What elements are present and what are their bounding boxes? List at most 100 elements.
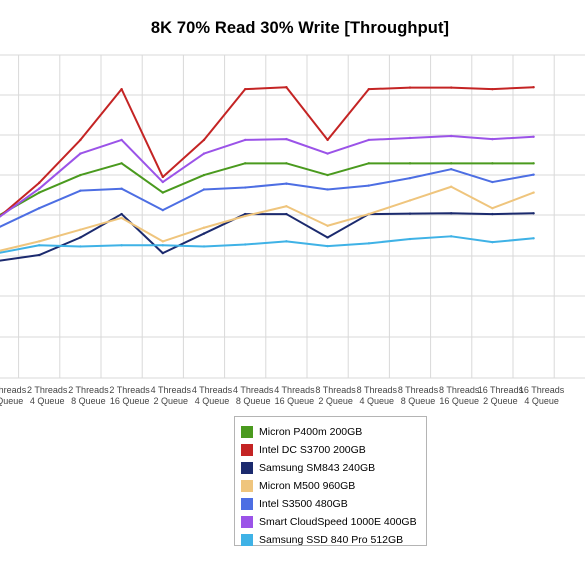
x-tick-label: 16 Threads 2 Queue: [478, 385, 524, 406]
x-tick-label: 4 Threads 4 Queue: [192, 385, 233, 406]
data-point-micron-m500-960gb: [532, 191, 535, 194]
data-point-samsung-sm843-240gb: [285, 212, 288, 216]
data-point-samsung-ssd-840-pro-512gb: [408, 237, 412, 241]
data-point-intel-s3500-480gb: [38, 207, 41, 210]
data-point-intel-s3500-480gb: [120, 187, 123, 190]
data-point-micron-p400m-200gb: [161, 191, 164, 194]
legend-label: Smart CloudSpeed 1000E 400GB: [259, 516, 417, 528]
data-point-intel-s3500-480gb: [326, 188, 329, 191]
legend-item-intel-s3500-480gb: Intel S3500 480GB: [241, 495, 426, 513]
legend-swatch: [241, 534, 253, 546]
x-tick-label: 16 Threads 4 Queue: [519, 385, 565, 406]
legend-item-samsung-ssd-840-pro-512gb: Samsung SSD 840 Pro 512GB: [241, 531, 426, 549]
data-point-intel-dc-s3700-200gb: [532, 86, 535, 89]
legend-label: Intel S3500 480GB: [259, 498, 348, 510]
data-point-intel-s3500-480gb: [532, 173, 535, 176]
x-tick-label: 2 Threads 16 Queue: [109, 385, 150, 406]
data-point-smart-cloudspeed-1000e-400gb: [202, 152, 206, 155]
data-point-samsung-ssd-840-pro-512gb: [38, 244, 41, 247]
x-tick-label: 2 Threads 8 Queue: [68, 385, 109, 406]
data-point-intel-s3500-480gb: [202, 188, 206, 191]
data-point-samsung-sm843-240gb: [244, 212, 247, 216]
legend-label: Micron M500 960GB: [259, 480, 356, 492]
data-point-smart-cloudspeed-1000e-400gb: [244, 138, 247, 142]
data-point-smart-cloudspeed-1000e-400gb: [450, 134, 453, 138]
data-point-intel-dc-s3700-200gb: [450, 86, 453, 89]
data-point-intel-s3500-480gb: [79, 189, 82, 192]
legend-item-samsung-sm843-240gb: Samsung SM843 240GB: [241, 459, 426, 477]
data-point-smart-cloudspeed-1000e-400gb: [408, 136, 412, 140]
data-point-samsung-ssd-840-pro-512gb: [161, 244, 164, 247]
data-point-samsung-sm843-240gb: [532, 212, 535, 215]
data-point-intel-dc-s3700-200gb: [79, 138, 82, 142]
series-line-samsung-ssd-840-pro-512gb: [0, 235, 534, 254]
legend-swatch: [241, 498, 253, 510]
data-point-samsung-ssd-840-pro-512gb: [285, 240, 288, 243]
series-lines: [0, 86, 535, 262]
data-point-intel-dc-s3700-200gb: [202, 138, 206, 142]
x-tick-label: 4 Threads 2 Queue: [151, 385, 192, 406]
data-point-micron-m500-960gb: [285, 205, 288, 208]
data-point-micron-p400m-200gb: [450, 162, 453, 165]
data-point-micron-m500-960gb: [79, 228, 82, 231]
data-point-micron-p400m-200gb: [244, 162, 247, 165]
legend-swatch: [241, 462, 253, 474]
legend-label: Samsung SSD 840 Pro 512GB: [259, 534, 404, 546]
data-point-micron-m500-960gb: [408, 199, 412, 202]
data-point-samsung-sm843-240gb: [202, 232, 206, 235]
data-point-intel-s3500-480gb: [491, 180, 494, 184]
data-point-intel-dc-s3700-200gb: [244, 87, 247, 91]
data-point-micron-p400m-200gb: [367, 162, 370, 165]
legend-item-smart-cloudspeed-1000e-400gb: Smart CloudSpeed 1000E 400GB: [241, 513, 426, 531]
data-point-micron-m500-960gb: [244, 214, 247, 218]
data-point-samsung-ssd-840-pro-512gb: [491, 240, 494, 244]
data-point-micron-p400m-200gb: [38, 191, 41, 194]
data-point-micron-p400m-200gb: [408, 162, 412, 165]
data-point-intel-dc-s3700-200gb: [285, 86, 288, 89]
data-point-intel-s3500-480gb: [408, 176, 412, 180]
legend-item-micron-p400m-200gb: Micron P400m 200GB: [241, 423, 426, 441]
legend-item-micron-m500-960gb: Micron M500 960GB: [241, 477, 426, 495]
legend-swatch: [241, 426, 253, 438]
data-point-micron-p400m-200gb: [285, 162, 288, 165]
data-point-intel-s3500-480gb: [450, 167, 453, 171]
data-point-intel-s3500-480gb: [285, 182, 288, 185]
data-point-micron-p400m-200gb: [120, 162, 123, 165]
series-line-samsung-sm843-240gb: [0, 212, 534, 262]
x-tick-label: 4 Threads 16 Queue: [274, 385, 315, 406]
x-tick-label: 8 Threads 2 Queue: [315, 385, 356, 406]
gridlines: [0, 54, 585, 379]
data-point-samsung-ssd-840-pro-512gb: [450, 235, 453, 238]
legend: Micron P400m 200GB Intel DC S3700 200GB Sa…: [234, 416, 427, 546]
data-point-smart-cloudspeed-1000e-400gb: [491, 137, 494, 141]
legend-label: Samsung SM843 240GB: [259, 462, 376, 474]
data-point-samsung-sm843-240gb: [408, 212, 412, 215]
series-line-intel-s3500-480gb: [0, 168, 534, 228]
data-point-samsung-sm843-240gb: [79, 236, 82, 239]
x-tick-label: 8 Threads 4 Queue: [357, 385, 398, 406]
data-point-micron-m500-960gb: [491, 207, 494, 210]
data-point-intel-dc-s3700-200gb: [326, 138, 329, 142]
x-tick-label: 8 Threads 16 Queue: [439, 385, 480, 406]
data-point-intel-dc-s3700-200gb: [408, 86, 412, 89]
data-point-micron-p400m-200gb: [491, 162, 494, 165]
series-line-smart-cloudspeed-1000e-400gb: [0, 135, 534, 218]
data-point-samsung-ssd-840-pro-512gb: [244, 243, 247, 246]
data-point-micron-m500-960gb: [38, 240, 41, 243]
data-point-micron-m500-960gb: [202, 226, 206, 229]
data-point-micron-m500-960gb: [367, 212, 370, 216]
x-tick-label: 4 Threads 8 Queue: [233, 385, 274, 406]
legend-swatch: [241, 516, 253, 528]
data-point-micron-m500-960gb: [161, 240, 164, 243]
series-line-micron-p400m-200gb: [0, 162, 534, 217]
data-point-micron-p400m-200gb: [202, 173, 206, 177]
data-point-intel-s3500-480gb: [161, 208, 164, 212]
data-point-samsung-sm843-240gb: [120, 212, 123, 216]
data-point-smart-cloudspeed-1000e-400gb: [326, 152, 329, 155]
legend-label: Intel DC S3700 200GB: [259, 444, 366, 456]
series-line-micron-m500-960gb: [0, 185, 534, 252]
data-point-intel-s3500-480gb: [367, 184, 370, 187]
data-point-samsung-sm843-240gb: [161, 251, 164, 255]
data-point-intel-dc-s3700-200gb: [161, 175, 164, 179]
